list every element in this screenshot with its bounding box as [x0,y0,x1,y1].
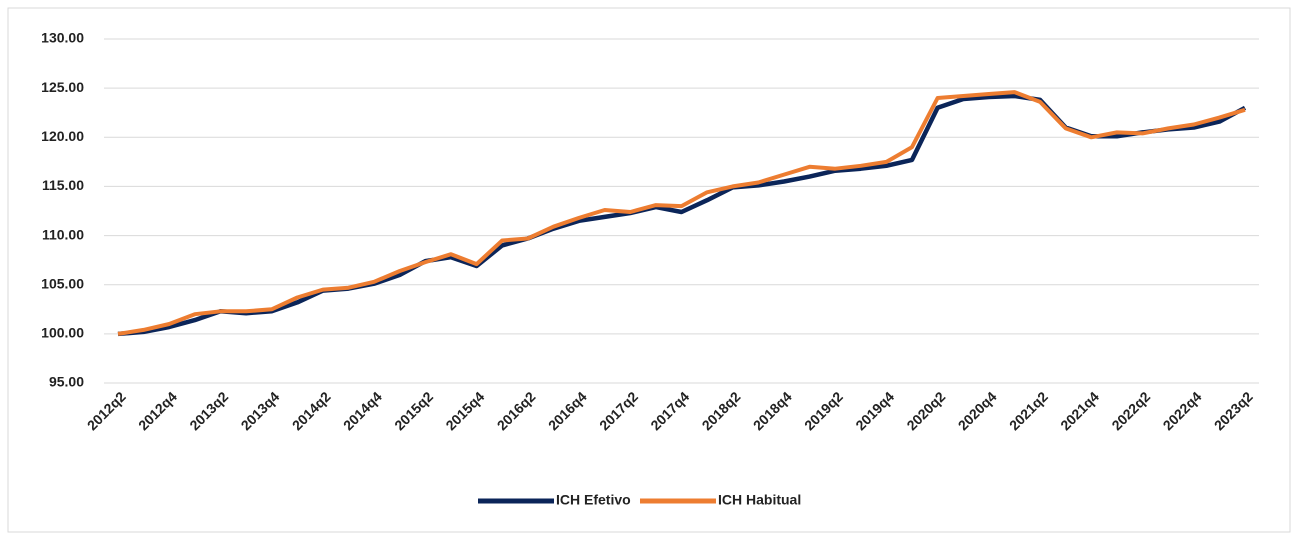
x-tick-label: 2014q4 [340,388,385,433]
x-tick-label: 2017q2 [596,388,641,433]
legend-label: ICH Efetivo [556,492,631,508]
x-tick-label: 2014q2 [289,388,334,433]
x-tick-label: 2021q4 [1057,388,1102,433]
legend-label: ICH Habitual [718,492,801,508]
x-tick-label: 2012q4 [135,388,180,433]
y-tick-label: 125.00 [41,79,84,95]
y-tick-label: 130.00 [41,30,84,46]
x-tick-label: 2019q4 [852,388,897,433]
y-tick-label: 110.00 [42,226,84,242]
chart-frame [7,7,1291,533]
series-line [117,90,1246,336]
y-tick-label: 105.00 [41,275,84,291]
x-tick-label: 2020q2 [903,388,948,433]
x-tick-label: 2020q4 [955,388,1000,433]
y-tick-label: 100.00 [41,325,84,341]
x-tick-label: 2012q2 [84,388,129,433]
x-tick-label: 2018q2 [699,388,744,433]
y-tick-label: 120.00 [41,128,84,144]
x-tick-label: 2023q2 [1211,388,1256,433]
x-tick-label: 2022q4 [1160,388,1205,433]
y-tick-label: 115.00 [42,177,84,193]
x-tick-label: 2017q4 [647,388,692,433]
x-tick-label: 2018q4 [750,388,795,433]
x-tick-label: 2013q4 [238,388,283,433]
x-tick-label: 2015q2 [391,388,436,433]
x-tick-label: 2022q2 [1108,388,1153,433]
x-tick-label: 2019q2 [801,388,846,433]
x-tick-label: 2015q4 [442,388,487,433]
x-tick-label: 2016q2 [494,388,539,433]
x-tick-label: 2016q4 [545,388,590,433]
x-tick-label: 2021q2 [1006,388,1051,433]
y-tick-label: 95.00 [49,374,84,390]
x-tick-label: 2013q2 [186,388,231,433]
